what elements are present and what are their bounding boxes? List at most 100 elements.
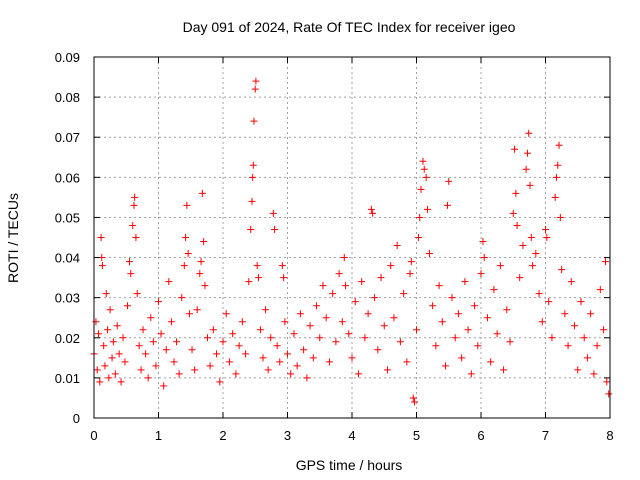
data-point bbox=[519, 242, 527, 250]
data-point bbox=[390, 314, 398, 322]
data-point bbox=[461, 278, 469, 286]
data-point bbox=[525, 129, 533, 137]
data-point bbox=[157, 330, 165, 338]
data-point bbox=[127, 270, 135, 278]
data-point bbox=[182, 234, 190, 241]
data-point bbox=[438, 318, 446, 326]
data-point bbox=[249, 173, 257, 181]
y-tick-label: 0.09 bbox=[55, 50, 80, 65]
data-point bbox=[471, 302, 479, 310]
data-point bbox=[400, 290, 408, 298]
data-point bbox=[526, 181, 534, 189]
data-point bbox=[358, 278, 366, 286]
data-point bbox=[474, 342, 482, 350]
data-point bbox=[209, 326, 217, 334]
data-point bbox=[511, 145, 519, 153]
data-point bbox=[219, 338, 227, 346]
data-point bbox=[196, 270, 204, 278]
y-tick-label: 0 bbox=[73, 411, 80, 426]
data-point bbox=[273, 342, 281, 350]
data-point bbox=[105, 374, 113, 382]
data-point bbox=[278, 262, 286, 270]
data-point bbox=[144, 374, 152, 382]
data-point bbox=[496, 262, 504, 270]
data-point bbox=[256, 326, 264, 334]
data-point bbox=[253, 262, 261, 270]
data-point bbox=[178, 294, 186, 302]
data-point bbox=[155, 298, 162, 306]
data-point bbox=[538, 318, 546, 326]
data-point bbox=[364, 310, 372, 318]
data-point bbox=[93, 366, 101, 374]
data-point bbox=[551, 193, 559, 201]
data-point bbox=[596, 286, 604, 294]
data-point bbox=[516, 274, 524, 282]
data-point bbox=[509, 209, 517, 217]
data-point bbox=[506, 338, 514, 346]
data-point bbox=[522, 165, 530, 173]
data-point bbox=[420, 165, 428, 173]
data-point bbox=[252, 77, 260, 85]
data-point bbox=[250, 117, 258, 125]
data-point bbox=[369, 209, 377, 217]
data-point bbox=[309, 354, 317, 362]
data-point bbox=[284, 350, 291, 358]
data-point bbox=[251, 85, 259, 93]
data-point bbox=[276, 358, 284, 366]
data-point bbox=[332, 338, 340, 346]
data-point bbox=[106, 306, 114, 314]
data-point bbox=[411, 398, 419, 406]
data-point bbox=[429, 302, 437, 310]
data-point bbox=[454, 310, 462, 318]
data-point bbox=[419, 157, 427, 165]
data-point bbox=[583, 354, 591, 362]
data-point bbox=[131, 193, 139, 201]
data-point bbox=[142, 350, 150, 358]
data-point bbox=[567, 278, 575, 286]
data-point bbox=[451, 334, 459, 342]
data-point bbox=[232, 370, 240, 378]
data-point bbox=[132, 234, 140, 241]
data-point bbox=[204, 334, 212, 342]
data-point bbox=[267, 334, 275, 342]
data-point bbox=[170, 358, 178, 366]
x-tick-label: 4 bbox=[348, 428, 355, 443]
data-point bbox=[238, 318, 246, 326]
data-point bbox=[188, 346, 196, 354]
axis-ticks: 0 1 2 3 4 5 6 7 8 0 0.01 0.02 0.03 0.04 0.05 0.06 0.07 0.… bbox=[55, 50, 614, 443]
data-point bbox=[300, 346, 308, 354]
x-tick-label: 3 bbox=[284, 428, 291, 443]
data-point bbox=[173, 338, 181, 346]
data-point bbox=[290, 330, 298, 338]
data-point bbox=[603, 378, 611, 386]
data-point bbox=[374, 346, 382, 354]
data-point bbox=[248, 197, 256, 205]
data-point bbox=[387, 262, 395, 270]
data-points bbox=[90, 77, 613, 406]
data-point bbox=[165, 278, 173, 286]
data-point bbox=[313, 302, 321, 310]
data-point bbox=[458, 354, 466, 362]
data-point bbox=[249, 161, 257, 169]
data-point bbox=[532, 250, 540, 258]
data-point bbox=[92, 318, 100, 326]
data-point bbox=[348, 354, 356, 362]
data-point bbox=[322, 314, 330, 322]
data-point bbox=[535, 290, 543, 298]
y-tick-label: 0.02 bbox=[55, 331, 80, 346]
x-axis-label: GPS time / hours bbox=[296, 457, 403, 473]
data-point bbox=[383, 366, 391, 374]
data-point bbox=[115, 350, 123, 358]
data-point bbox=[167, 318, 175, 326]
data-point bbox=[193, 306, 201, 314]
data-point bbox=[124, 302, 132, 310]
data-point bbox=[361, 334, 369, 342]
data-point bbox=[130, 201, 138, 209]
data-point bbox=[281, 318, 289, 326]
data-point bbox=[160, 382, 168, 390]
data-point bbox=[102, 290, 110, 298]
data-point bbox=[293, 362, 301, 370]
x-tick-label: 8 bbox=[606, 428, 613, 443]
data-point bbox=[137, 366, 145, 374]
x-tick-label: 0 bbox=[90, 428, 97, 443]
